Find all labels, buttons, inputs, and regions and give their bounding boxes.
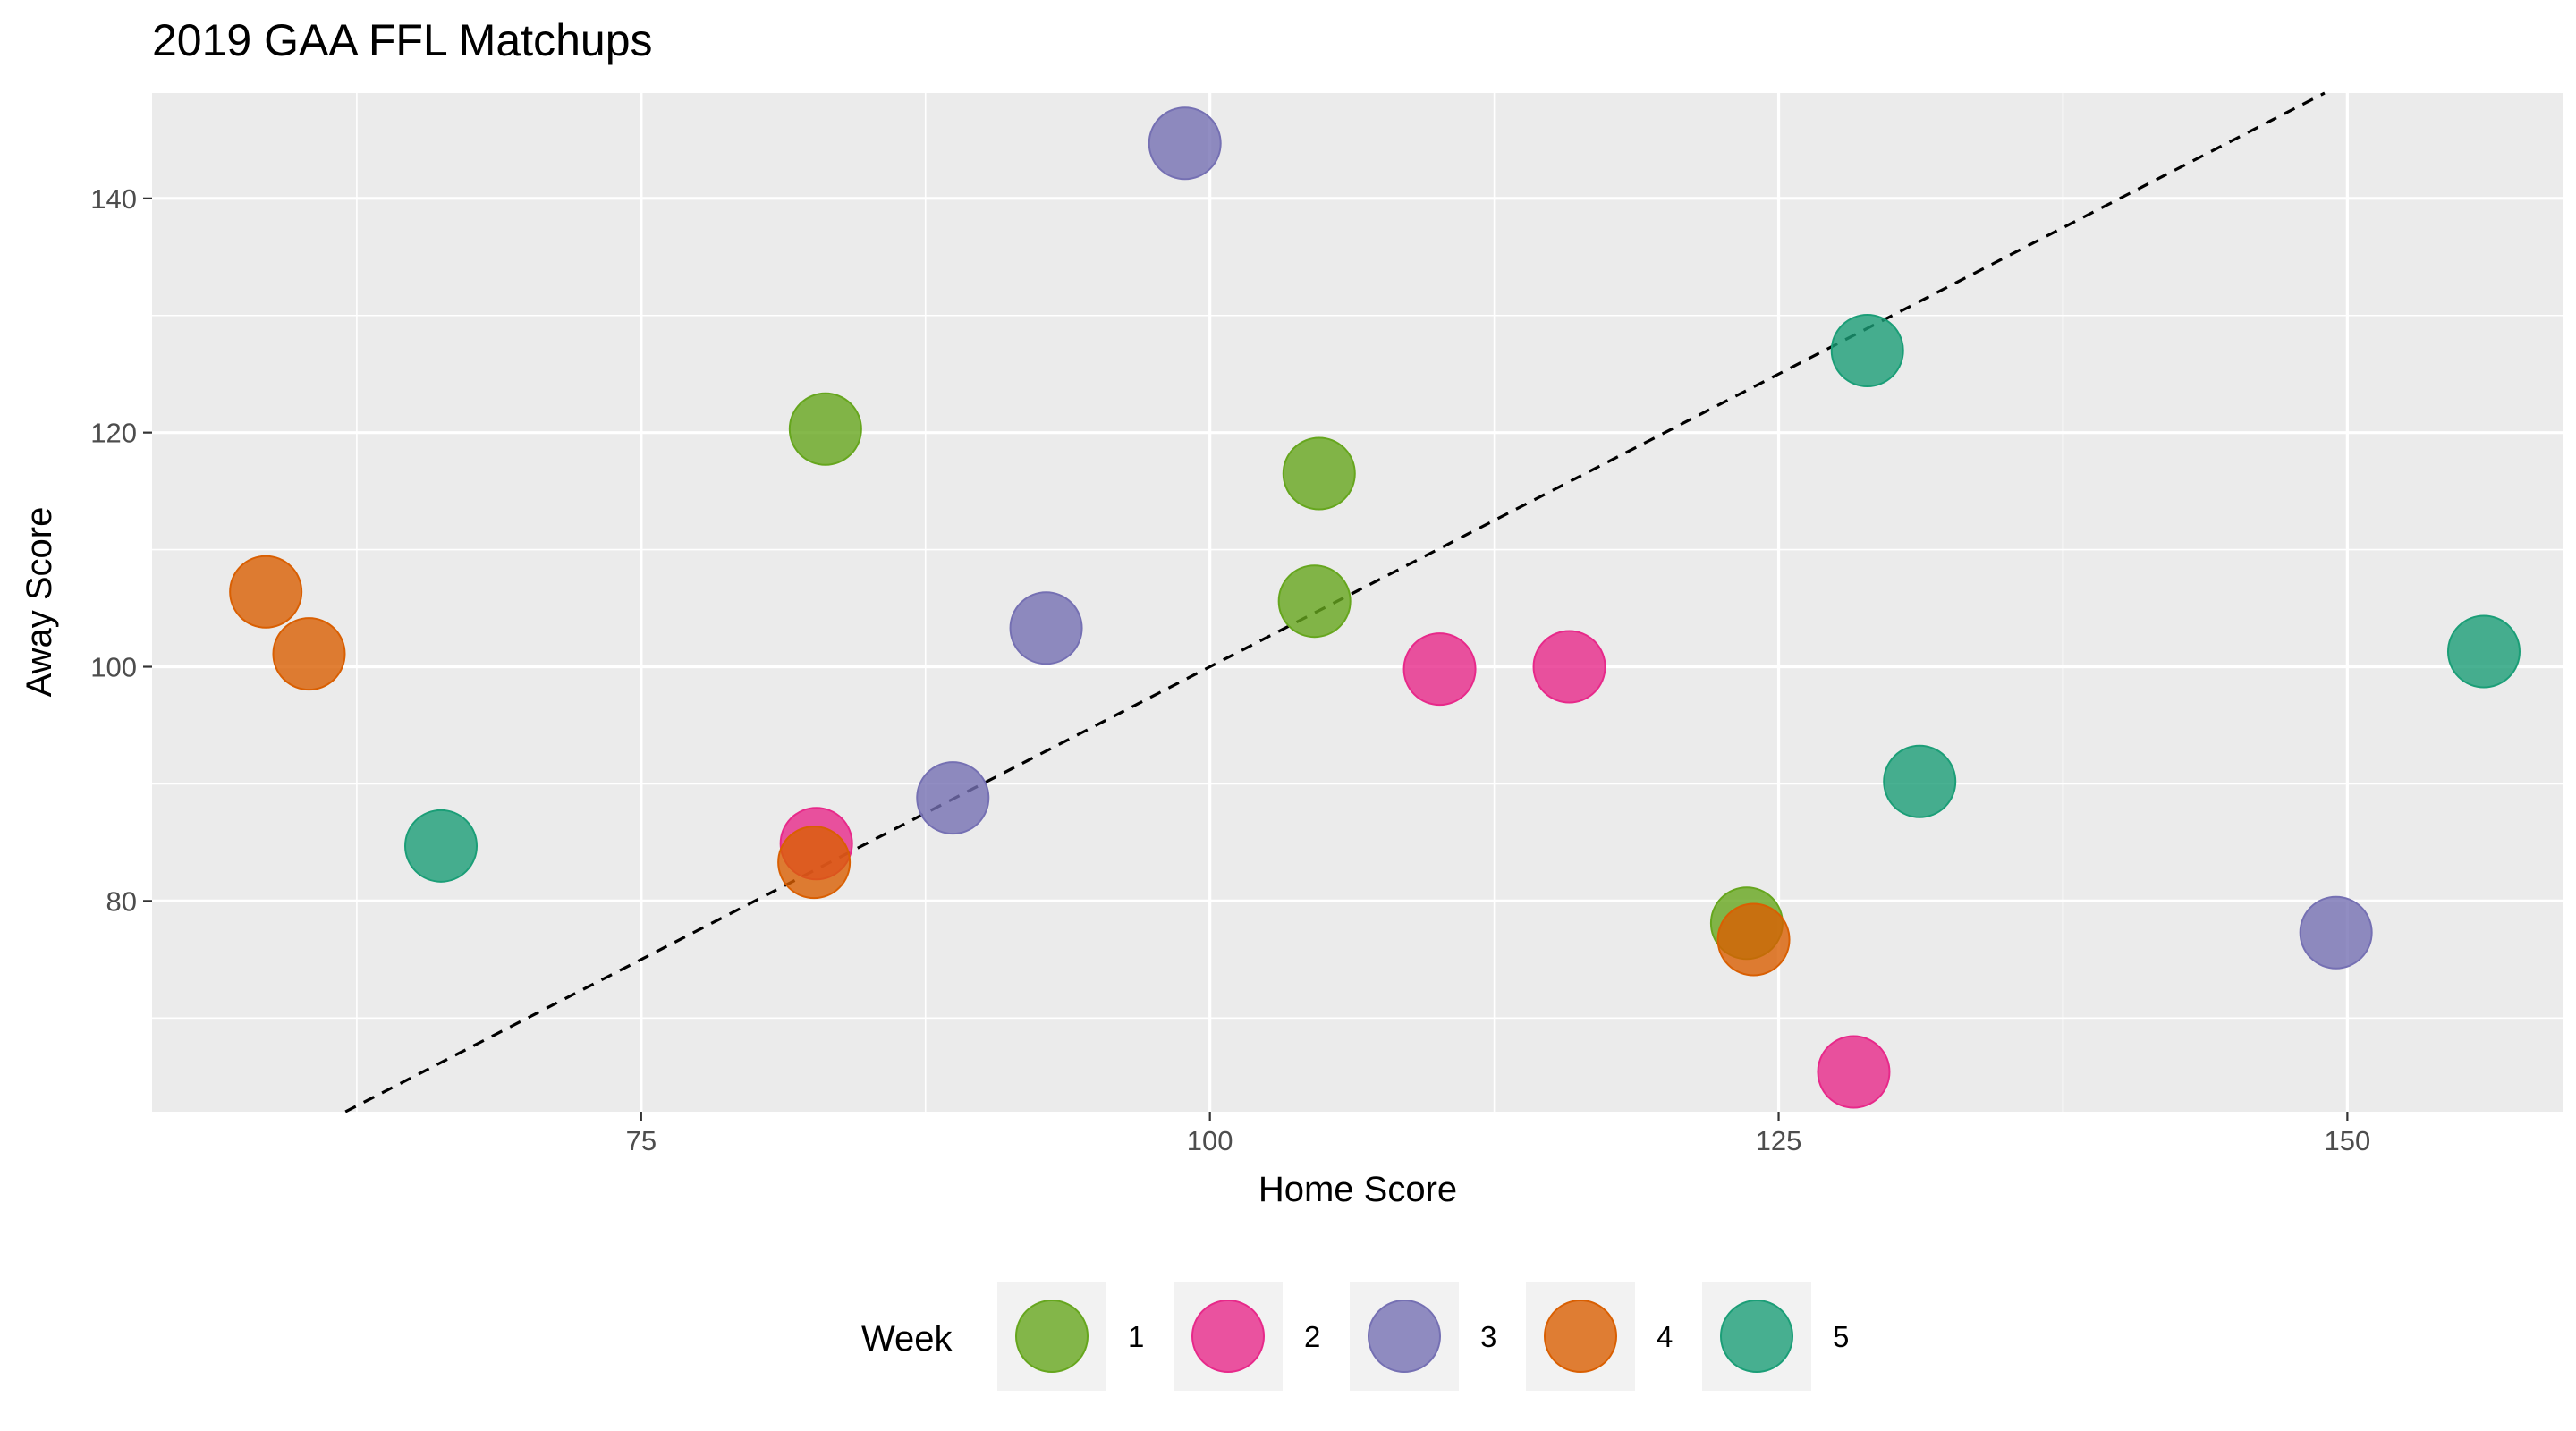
x-tick-label: 125 (1756, 1125, 1802, 1156)
y-tick-label: 80 (106, 885, 137, 917)
x-tick-label: 150 (2325, 1125, 2371, 1156)
y-axis-ticks: 80 100 120 140 (90, 183, 152, 917)
data-point-week-4 (777, 826, 852, 900)
legend-swatch-week-3 (1368, 1300, 1441, 1373)
data-point-week-4 (229, 555, 303, 629)
data-point-week-5 (2446, 614, 2521, 689)
legend-label-week-5: 5 (1833, 1320, 1849, 1353)
data-point-week-2 (1532, 630, 1606, 704)
legend-label-week-4: 4 (1657, 1320, 1673, 1353)
data-point-week-4 (1716, 902, 1791, 977)
x-axis-ticks: 75 100 125 150 (626, 1112, 2371, 1156)
y-tick-label: 100 (90, 652, 137, 683)
legend-title: Week (861, 1319, 953, 1359)
y-axis-title: Away Score (20, 507, 59, 698)
data-point-week-2 (1817, 1035, 1891, 1109)
y-tick-label: 140 (90, 183, 137, 215)
data-point-week-3 (916, 761, 990, 835)
data-point-week-1 (788, 392, 862, 466)
chart-title: 2019 GAA FFL Matchups (152, 15, 653, 65)
x-tick-label: 75 (626, 1125, 657, 1156)
x-axis-title: Home Score (1258, 1170, 1457, 1209)
legend-keys: 1 2 3 4 5 (997, 1282, 1849, 1391)
data-point-week-3 (1148, 106, 1222, 181)
data-point-week-5 (1830, 314, 1904, 388)
data-point-week-1 (1277, 564, 1352, 639)
data-point-week-2 (1402, 632, 1477, 707)
data-point-week-1 (1282, 436, 1356, 511)
grid-major (152, 93, 2563, 1112)
legend: Week 1 2 3 4 5 (861, 1282, 1849, 1391)
plot-panel (152, 93, 2563, 1112)
legend-swatch-week-1 (1015, 1300, 1089, 1373)
legend-swatch-week-5 (1720, 1300, 1793, 1373)
legend-swatch-week-2 (1191, 1300, 1265, 1373)
y-tick-label: 120 (90, 418, 137, 449)
legend-label-week-2: 2 (1304, 1320, 1320, 1353)
data-points (229, 106, 2521, 1109)
grid-minor (152, 93, 2563, 1112)
data-point-week-4 (272, 617, 346, 691)
data-point-week-5 (1883, 744, 1957, 818)
x-tick-label: 100 (1187, 1125, 1233, 1156)
data-point-week-5 (404, 809, 479, 883)
data-point-week-3 (2299, 895, 2373, 970)
data-point-week-3 (1009, 591, 1083, 665)
legend-label-week-3: 3 (1480, 1320, 1496, 1353)
legend-swatch-week-4 (1544, 1300, 1617, 1373)
legend-label-week-1: 1 (1128, 1320, 1144, 1353)
